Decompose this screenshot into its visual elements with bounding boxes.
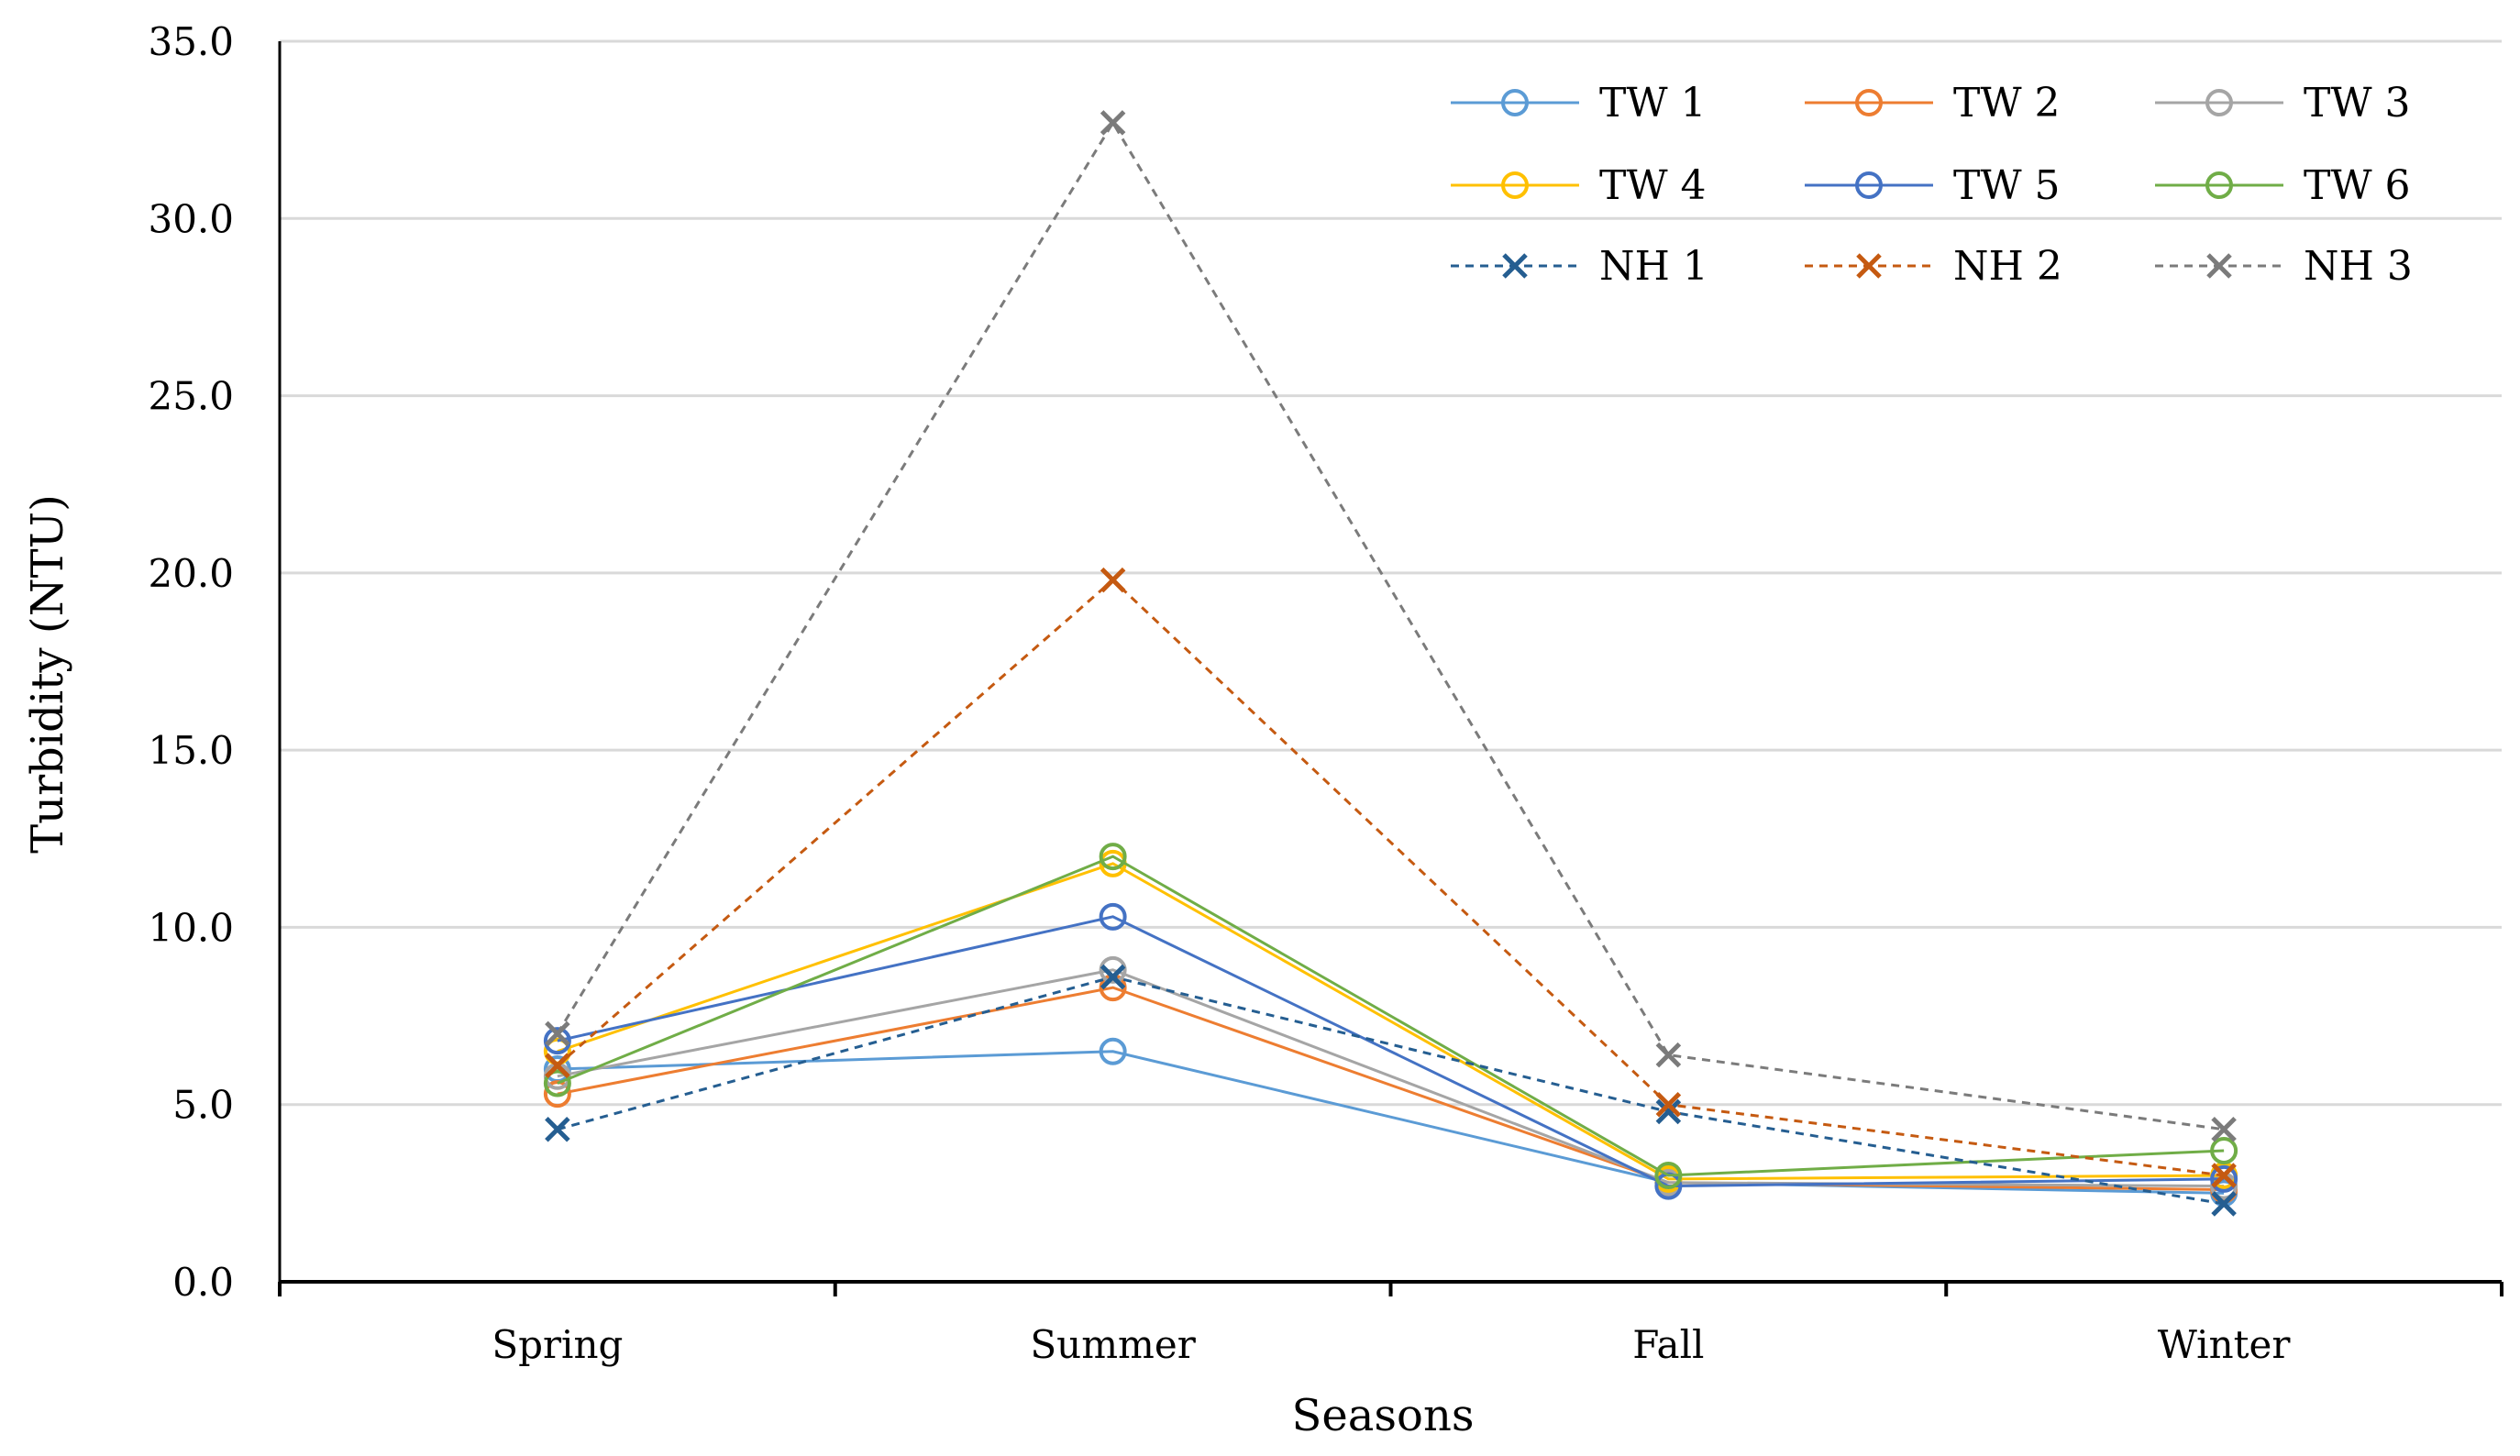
data-point-nh-1 bbox=[1100, 964, 1126, 990]
x-tick-label: Summer bbox=[1030, 1322, 1196, 1367]
series-line-tw-3 bbox=[557, 968, 2225, 1188]
data-point-tw-5 bbox=[1099, 902, 1127, 931]
data-point-nh-2 bbox=[545, 1053, 570, 1078]
series-line-tw-6 bbox=[557, 855, 2225, 1177]
series-nh-1 bbox=[545, 964, 2237, 1217]
data-point-tw-5 bbox=[543, 1027, 571, 1055]
x-axis-title: Seasons bbox=[1292, 1390, 1475, 1441]
series-line-nh-1 bbox=[557, 975, 2225, 1206]
series-nh-2 bbox=[545, 567, 2237, 1188]
legend-marker bbox=[2205, 89, 2233, 116]
y-tick-label: 15.0 bbox=[148, 728, 234, 773]
data-point-tw-6 bbox=[2210, 1136, 2238, 1164]
series-tw-2 bbox=[543, 974, 2238, 1204]
data-point-tw-6 bbox=[543, 1069, 571, 1098]
data-point-nh-1 bbox=[1655, 1098, 1682, 1125]
gridlines bbox=[280, 39, 2502, 1107]
y-tick-label: 35.0 bbox=[148, 19, 234, 64]
series-line-nh-2 bbox=[556, 578, 2225, 1177]
series-line-tw-2 bbox=[557, 986, 2225, 1191]
legend-label: TW 6 bbox=[2304, 162, 2411, 209]
series-line-tw-5 bbox=[557, 915, 2225, 1188]
data-point-tw-6 bbox=[1654, 1162, 1683, 1190]
series-line-tw-1 bbox=[557, 1050, 2225, 1195]
data-point-tw-5 bbox=[2210, 1164, 2238, 1193]
legend-item-tw-6: TW 6 bbox=[2155, 162, 2411, 209]
y-tick-label: 20.0 bbox=[148, 551, 234, 596]
legend-marker bbox=[1501, 171, 1529, 199]
y-tick-label: 30.0 bbox=[148, 196, 234, 241]
legend-item-tw-1: TW 1 bbox=[1451, 80, 1707, 127]
data-point-tw-3 bbox=[1099, 955, 1127, 984]
legend-label: NH 3 bbox=[2304, 243, 2413, 290]
x-tick-label: Fall bbox=[1632, 1322, 1704, 1367]
x-tick-label: Spring bbox=[492, 1322, 623, 1367]
legend-marker bbox=[1856, 253, 1882, 279]
legend-item-tw-5: TW 5 bbox=[1805, 162, 2061, 209]
legend-item-nh-1: NH 1 bbox=[1451, 243, 1708, 290]
data-point-nh-3 bbox=[1655, 1042, 1682, 1068]
data-point-nh-3 bbox=[1100, 110, 1126, 136]
series-tw-5 bbox=[543, 902, 2238, 1200]
legend-label: TW 4 bbox=[1599, 162, 1707, 209]
legend-marker bbox=[2206, 253, 2232, 279]
y-axis-title: Turbidity (NTU) bbox=[22, 494, 73, 854]
legend-label: TW 2 bbox=[1953, 80, 2061, 127]
series-tw-6 bbox=[543, 843, 2238, 1190]
legend-label: TW 5 bbox=[1953, 162, 2061, 209]
data-point-nh-2 bbox=[2211, 1163, 2237, 1188]
data-point-tw-1 bbox=[1099, 1037, 1127, 1065]
legend-item-tw-3: TW 3 bbox=[2155, 80, 2411, 127]
legend: TW 1 TW 2 TW 3 TW 4 TW 5 TW 6 NH 1 NH 2 NH 3 bbox=[1451, 80, 2413, 290]
legend-item-nh-3: NH 3 bbox=[2155, 243, 2413, 290]
legend-marker bbox=[1502, 253, 1528, 279]
legend-item-tw-4: TW 4 bbox=[1451, 162, 1707, 209]
data-point-nh-1 bbox=[545, 1117, 570, 1142]
legend-item-nh-2: NH 2 bbox=[1805, 243, 2062, 290]
legend-label: NH 2 bbox=[1953, 243, 2062, 290]
x-tick-label: Winter bbox=[2158, 1322, 2292, 1367]
legend-marker bbox=[1855, 89, 1883, 116]
series-tw-4 bbox=[543, 849, 2238, 1193]
series-line-nh-3 bbox=[556, 120, 2225, 1131]
series-tw-3 bbox=[543, 955, 2238, 1200]
y-tick-label: 0.0 bbox=[172, 1260, 234, 1305]
legend-label: TW 1 bbox=[1599, 80, 1707, 127]
legend-marker bbox=[1855, 171, 1883, 199]
axes: 0.0 5.0 10.0 15.0 20.0 25.0 30.0 35.0 Spring Summ… bbox=[148, 19, 2503, 1367]
series-group bbox=[543, 110, 2238, 1217]
data-point-nh-3 bbox=[2211, 1117, 2237, 1142]
data-point-nh-2 bbox=[1100, 567, 1126, 593]
y-tick-label: 10.0 bbox=[148, 905, 234, 950]
data-point-tw-6 bbox=[1099, 843, 1127, 871]
legend-item-tw-2: TW 2 bbox=[1805, 80, 2061, 127]
legend-label: TW 3 bbox=[2304, 80, 2411, 127]
data-point-nh-2 bbox=[1655, 1091, 1682, 1118]
y-tick-label: 5.0 bbox=[172, 1083, 234, 1128]
data-point-nh-3 bbox=[545, 1020, 570, 1047]
y-tick-label: 25.0 bbox=[148, 374, 234, 419]
data-point-nh-1 bbox=[2211, 1191, 2237, 1217]
series-nh-3 bbox=[545, 110, 2237, 1142]
legend-label: NH 1 bbox=[1599, 243, 1708, 290]
series-line-tw-4 bbox=[557, 862, 2225, 1181]
legend-marker bbox=[1501, 89, 1529, 116]
legend-marker bbox=[2205, 171, 2233, 199]
